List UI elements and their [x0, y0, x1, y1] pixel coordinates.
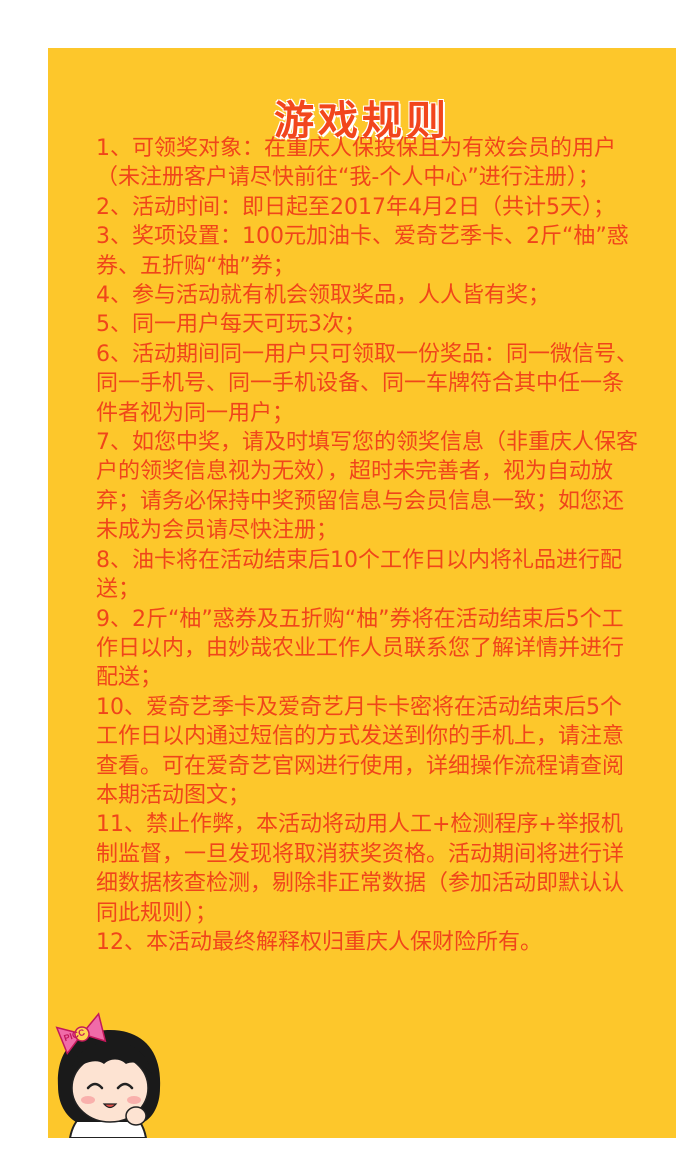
- rule-item: 10、爱奇艺季卡及爱奇艺月卡卡密将在活动结束后5个工作日以内通过短信的方式发送到…: [96, 694, 625, 808]
- mascot-blush-right: [127, 1096, 141, 1104]
- mascot-hand: [125, 1106, 147, 1126]
- rule-item: 9、2斤“柚”惑券及五折购“柚”券将在活动结束后5个工作日以内，由妙哉农业工作人…: [96, 606, 625, 691]
- rule-item: 1、可领奖对象：在重庆人保投保且为有效会员的用户（未注册客户请尽快前往“我-个人…: [96, 136, 616, 191]
- rules-list: 1、可领奖对象：在重庆人保投保且为有效会员的用户（未注册客户请尽快前往“我-个人…: [96, 134, 641, 957]
- rule-item: 7、如您中奖，请及时填写您的领奖信息（非重庆人保客户的领奖信息视为无效），超时未…: [96, 430, 638, 544]
- rule-item: 3、奖项设置：100元加油卡、爱奇艺季卡、2斤“柚”惑券、五折购“柚”券；: [96, 224, 629, 279]
- rules-card: 游戏规则 1、可领奖对象：在重庆人保投保且为有效会员的用户（未注册客户请尽快前往…: [16, 16, 676, 1138]
- rule-item: 4、参与活动就有机会领取奖品，人人皆有奖；: [96, 283, 550, 309]
- girl-mascot-icon: PICC: [55, 1012, 161, 1138]
- rules-panel: 游戏规则 1、可领奖对象：在重庆人保投保且为有效会员的用户（未注册客户请尽快前往…: [48, 48, 676, 1138]
- page-title: 游戏规则: [274, 98, 450, 144]
- rule-item: 5、同一用户每天可玩3次；: [96, 312, 366, 338]
- mascot-bow: [55, 1012, 107, 1056]
- rule-item: 6、活动期间同一用户只可领取一份奖品：同一微信号、同一手机号、同一手机设备、同一…: [96, 341, 638, 426]
- mascot-eye-left: [86, 1082, 104, 1090]
- rule-item: 2、活动时间：即日起至2017年4月2日（共计5天）；: [96, 194, 615, 220]
- mascot-mouth: [102, 1103, 118, 1109]
- mascot-bangs: [70, 1042, 152, 1074]
- rule-item: 12、本活动最终解释权归重庆人保财险所有。: [96, 929, 542, 955]
- rule-item: 11、禁止作弊，本活动将动用人工+检测程序+举报机制监督，一旦发现将取消获奖资格…: [96, 812, 625, 926]
- rule-item: 8、油卡将在活动结束后10个工作日以内将礼品进行配送；: [96, 547, 622, 603]
- mascot-eye-right: [116, 1082, 134, 1090]
- mascot-blush-left: [81, 1096, 95, 1104]
